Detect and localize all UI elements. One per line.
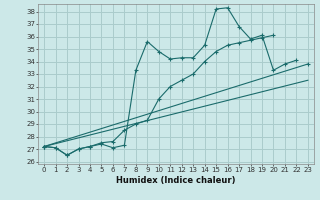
X-axis label: Humidex (Indice chaleur): Humidex (Indice chaleur) [116,176,236,185]
